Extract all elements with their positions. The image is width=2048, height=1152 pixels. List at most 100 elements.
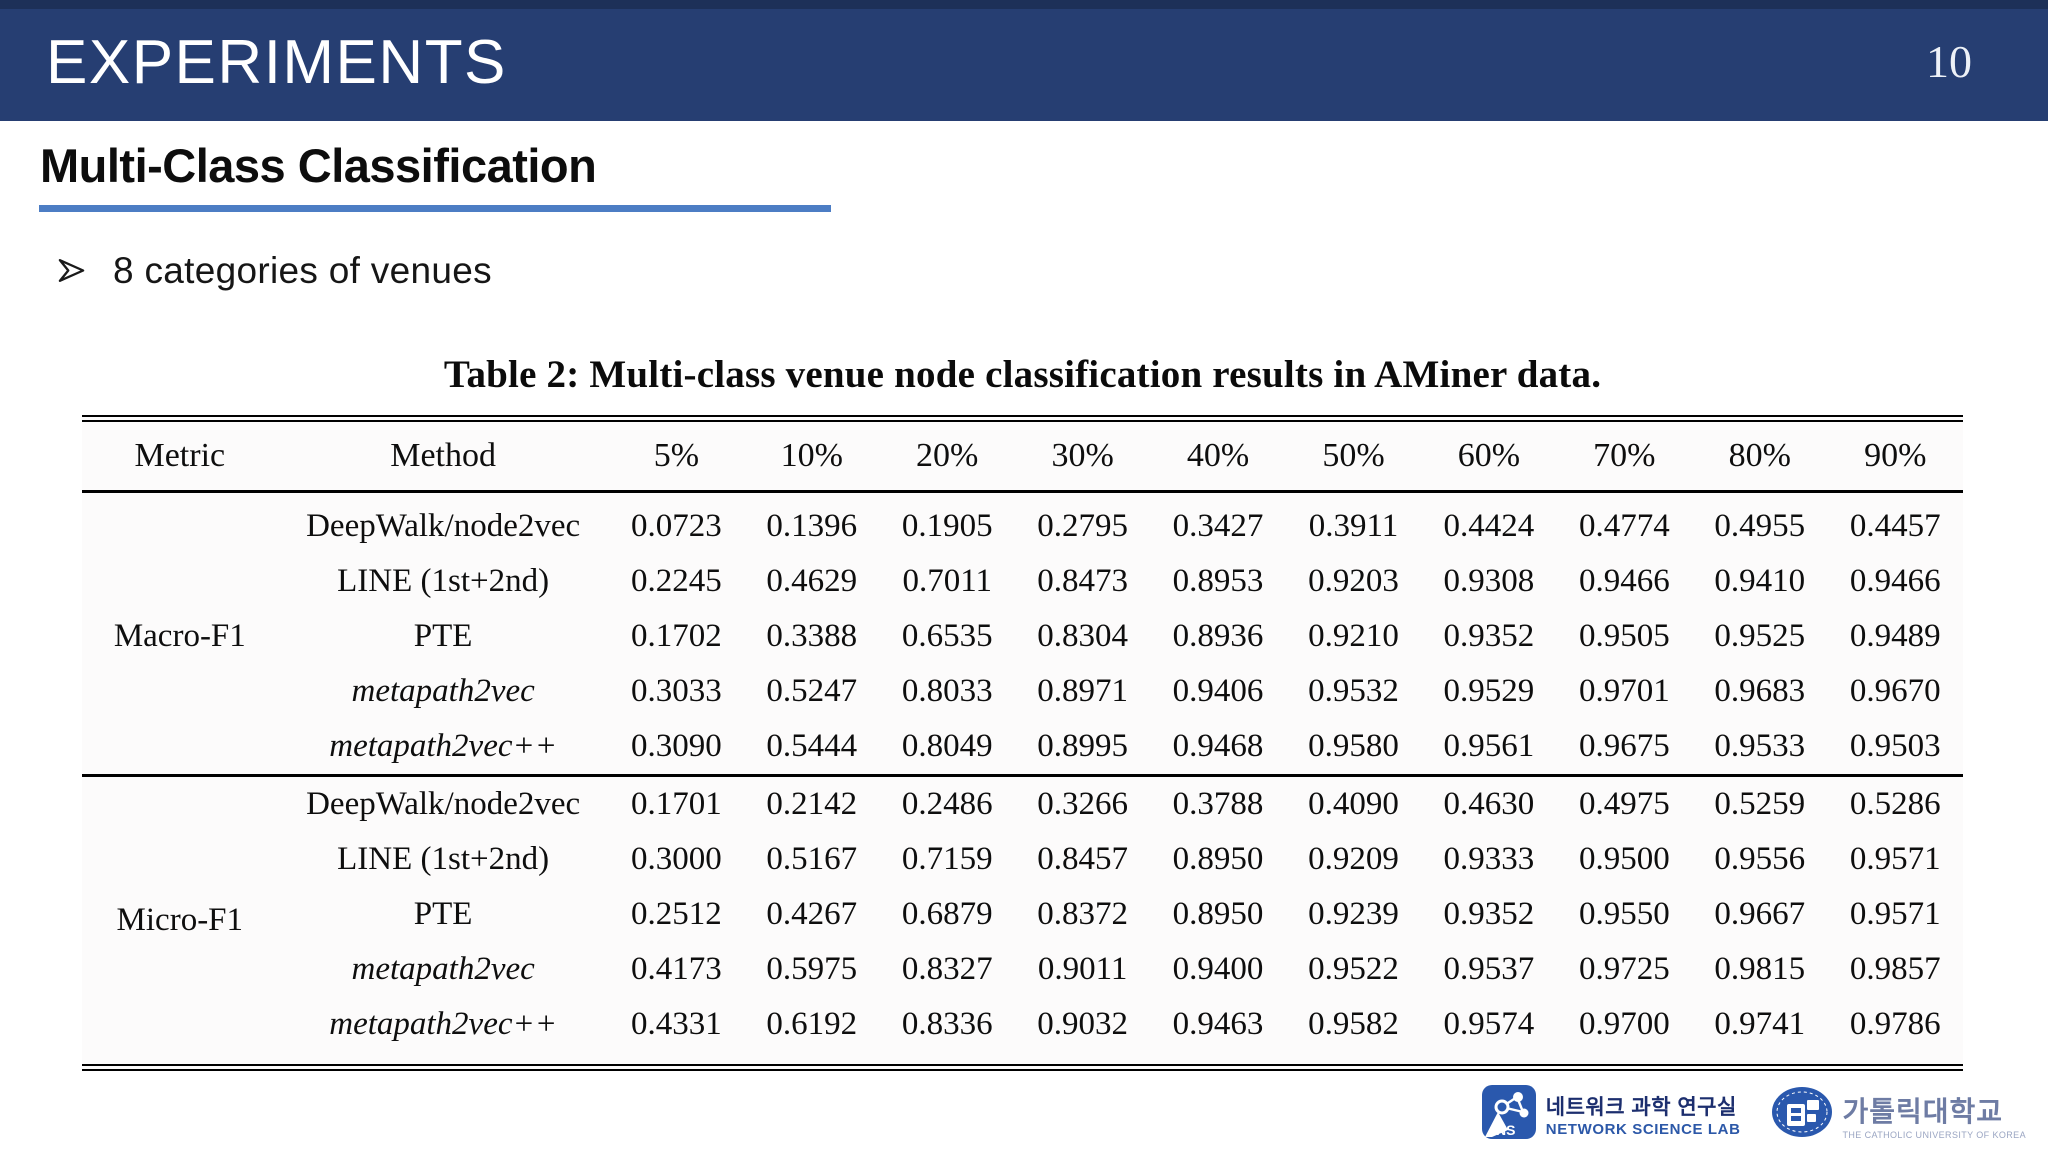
value-cell: 0.9522	[1308, 951, 1399, 987]
value-cell: 0.9533	[1714, 728, 1806, 764]
value-cell: 0.9701	[1578, 673, 1670, 709]
value-cell: 0.9505	[1578, 618, 1670, 654]
value-cell: 0.9525	[1714, 618, 1806, 654]
value-cell: 0.8049	[901, 728, 993, 764]
value-cell: 0.9556	[1714, 841, 1806, 877]
column-header-20pct: 20%	[879, 418, 1015, 493]
value-cell: 0.9700	[1578, 1006, 1670, 1042]
table-row: metapath2vec++ 0.4331 0.6192 0.8336 0.9032 0.…	[82, 997, 1963, 1068]
value-cell: 0.4457	[1849, 508, 1941, 544]
column-header-metric: Metric	[82, 418, 278, 493]
value-cell: 0.9500	[1578, 841, 1670, 877]
header-row: Metric Method 5% 10% 20% 30% 40% 50% 60% 70% 80% 90…	[82, 418, 1963, 493]
value-cell: 0.8327	[901, 951, 993, 987]
column-header-method: Method	[277, 418, 609, 493]
page-number: 10	[1926, 36, 1972, 87]
bullet-item: 8 categories of venues	[56, 250, 492, 292]
table-row: metapath2vec 0.4173 0.5975 0.8327 0.9011 0.94…	[82, 942, 1963, 997]
value-cell: 0.9561	[1443, 728, 1535, 764]
value-cell: 0.6535	[901, 618, 993, 654]
column-header-80pct: 80%	[1692, 418, 1828, 493]
value-cell: 0.9580	[1308, 728, 1399, 764]
value-cell: 0.3388	[766, 618, 858, 654]
value-cell: 0.9571	[1849, 896, 1941, 932]
value-cell: 0.3266	[1014, 774, 1151, 832]
value-cell: 0.7159	[901, 841, 993, 877]
value-cell: 0.4975	[1556, 774, 1693, 832]
value-cell: 0.3911	[1308, 508, 1399, 544]
method-label: PTE	[413, 896, 473, 932]
value-cell: 0.2512	[630, 896, 722, 932]
value-cell: 0.4629	[766, 563, 858, 599]
value-cell: 0.3090	[630, 728, 722, 764]
section-underline	[39, 205, 831, 212]
table-caption: Table 2: Multi-class venue node classifi…	[443, 353, 1602, 396]
value-cell: 0.1702	[630, 618, 722, 654]
value-cell: 0.1701	[608, 774, 745, 832]
value-cell: 0.9011	[1037, 951, 1128, 987]
value-cell: 0.8950	[1172, 841, 1264, 877]
value-cell: 0.9786	[1849, 1006, 1941, 1042]
column-header-70pct: 70%	[1556, 418, 1693, 493]
cuk-english-label: THE CATHOLIC UNIVERSITY OF KOREA	[1842, 1129, 2026, 1140]
value-cell: 0.2795	[1037, 508, 1128, 544]
method-label: PTE	[413, 618, 473, 654]
column-header-40pct: 40%	[1150, 418, 1286, 493]
value-cell: 0.6879	[901, 896, 993, 932]
value-cell: 0.9333	[1443, 841, 1535, 877]
value-cell: 0.0723	[630, 508, 722, 544]
value-cell: 0.8372	[1037, 896, 1128, 932]
value-cell: 0.4173	[630, 951, 722, 987]
value-cell: 0.9675	[1578, 728, 1670, 764]
column-header-10pct: 10%	[744, 418, 880, 493]
slide-title: EXPERIMENTS	[46, 28, 507, 97]
value-cell: 0.9203	[1308, 563, 1399, 599]
cuk-emblem-icon	[1771, 1086, 1833, 1143]
value-cell: 0.8033	[901, 673, 993, 709]
value-cell: 0.2486	[879, 774, 1015, 832]
footer-logos: NS 네트워크 과학 연구실 NETWORK SCIENCE LAB	[1481, 1085, 2026, 1144]
column-header-60pct: 60%	[1421, 418, 1557, 493]
results-table: Metric Method 5% 10% 20% 30% 40% 50% 60% 70% 80% 90…	[82, 415, 1963, 1071]
table-row: Macro-F1 DeepWalk/node2vec 0.0723 0.1396 0.1…	[82, 492, 1963, 654]
value-cell: 0.5259	[1692, 774, 1828, 832]
cuk-korean-label: 가톨릭대학교	[1842, 1095, 2004, 1127]
value-cell: 0.3000	[630, 841, 722, 877]
value-cell: 0.8473	[1037, 563, 1128, 599]
value-cell: 0.9532	[1308, 673, 1399, 709]
value-cell: 0.8953	[1172, 563, 1264, 599]
value-cell: 0.9032	[1037, 1006, 1128, 1042]
section-title: Multi-Class Classification	[40, 139, 597, 192]
value-cell: 0.9489	[1849, 618, 1941, 654]
table-row: metapath2vec++ 0.3090 0.5444 0.8049 0.8995 0.…	[82, 719, 1963, 776]
value-cell: 0.9857	[1849, 951, 1941, 987]
value-cell: 0.9815	[1714, 951, 1806, 987]
column-header-30pct: 30%	[1014, 418, 1151, 493]
method-label: metapath2vec	[351, 951, 535, 987]
value-cell: 0.9352	[1443, 896, 1535, 932]
value-cell: 0.6192	[766, 1006, 858, 1042]
value-cell: 0.4424	[1443, 508, 1535, 544]
value-cell: 0.5975	[766, 951, 858, 987]
value-cell: 0.5167	[766, 841, 858, 877]
value-cell: 0.3788	[1150, 774, 1286, 832]
value-cell: 0.7011	[902, 563, 992, 599]
metric-label: Macro-F1	[113, 618, 246, 654]
value-cell: 0.4331	[630, 1006, 722, 1042]
value-cell: 0.9209	[1308, 841, 1399, 877]
value-cell: 0.4090	[1285, 774, 1422, 832]
table-row: Micro-F1 DeepWalk/node2vec 0.1701 0.2142 0.2…	[82, 774, 1963, 1068]
table-row: LINE (1st+2nd) 0.2245 0.4629 0.7011 0.8473 0.…	[82, 554, 1963, 609]
method-label: LINE (1st+2nd)	[337, 563, 550, 599]
value-cell: 0.8950	[1172, 896, 1264, 932]
results-table-head: Metric Method 5% 10% 20% 30% 40% 50% 60% 70% 80% 90…	[82, 418, 1963, 493]
value-cell: 0.9503	[1849, 728, 1941, 764]
value-cell: 0.9210	[1308, 618, 1399, 654]
header-bar: EXPERIMENTS 10	[0, 0, 2048, 121]
ns-badge-icon: NS	[1481, 1085, 1536, 1144]
value-cell: 0.4955	[1714, 508, 1806, 544]
value-cell: 0.9406	[1172, 673, 1264, 709]
table-row: LINE (1st+2nd) 0.3000 0.5167 0.7159 0.8457 0.…	[82, 832, 1963, 887]
value-cell: 0.1905	[901, 508, 993, 544]
